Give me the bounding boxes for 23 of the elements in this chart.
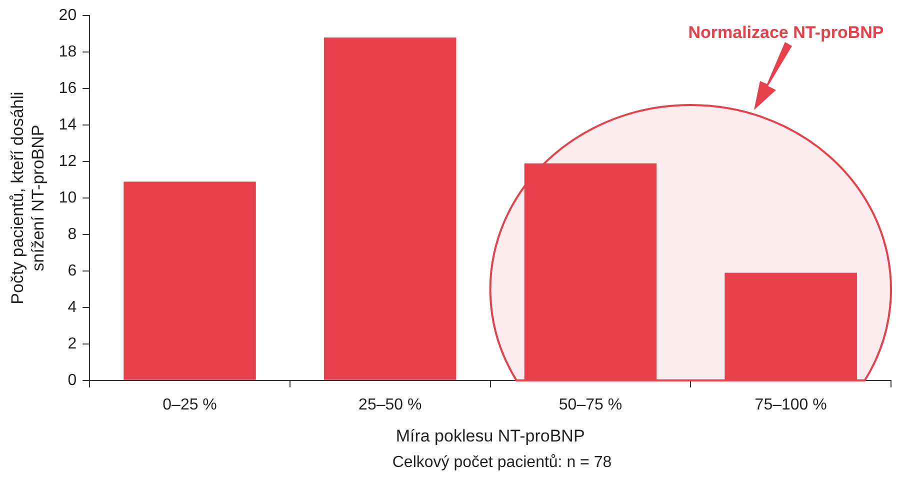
y-tick-label: 4 [68, 298, 77, 316]
x-tick-label: 0–25 % [162, 396, 217, 414]
y-axis-title: Počty pacientů, kteří dosáhli snížení NT-proBNP [8, 92, 48, 304]
bar [724, 272, 857, 380]
x-axis-title: Míra poklesu NT-proBNP [396, 426, 585, 446]
y-tick-label: 16 [58, 80, 77, 97]
text: Celkový počet pacientů: n = 78 [392, 454, 612, 471]
y-tick-label: 0 [68, 372, 77, 389]
x-tick-label: 75–100 % [754, 396, 827, 414]
bar [124, 182, 256, 380]
y-tick-label: 6 [68, 262, 77, 280]
x-tick-label: 50–75 % [558, 396, 622, 414]
y-tick-label: 12 [58, 152, 77, 170]
y-tick-label: 20 [58, 7, 77, 24]
bar [524, 163, 657, 380]
y-tick-label: 8 [68, 226, 77, 243]
x-tick-label: 25–50 % [358, 396, 422, 414]
bar [324, 37, 456, 380]
y-tick-label: 2 [68, 335, 77, 352]
y-tick-label: 10 [58, 189, 77, 206]
y-tick-label: 18 [58, 43, 77, 60]
band-label: Normalizace NT-proBNP [688, 23, 884, 42]
y-tick-label: 14 [58, 116, 77, 134]
